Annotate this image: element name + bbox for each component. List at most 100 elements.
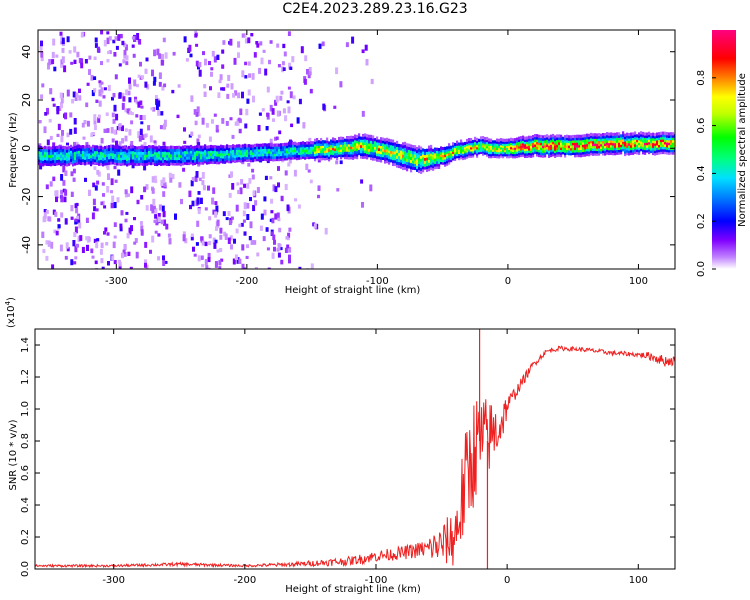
ridge-cell [54,160,57,164]
ridge-cell [584,148,587,152]
ridge-cell [372,138,375,142]
ridge-cell [564,147,567,151]
noise-pixel [94,43,98,48]
noise-pixel [290,123,294,128]
noise-pixel [197,255,201,262]
ridge-cell [512,140,515,144]
ridge-cell [646,139,649,143]
ridge-cell [532,149,535,153]
noise-pixel [296,117,300,124]
ridge-cell [396,152,399,156]
noise-pixel [48,216,52,222]
ridge-cell [606,151,609,155]
ridge-cell [172,151,175,155]
ridge-cell [552,136,555,140]
noise-pixel [208,240,212,246]
noise-pixel [215,129,219,133]
ridge-cell [426,168,429,172]
ridge-cell [234,157,237,161]
ridge-cell [114,156,117,160]
noise-pixel [241,33,245,38]
ridge-cell [520,145,523,149]
ridge-cell [398,149,401,154]
ridge-cell [94,145,97,149]
ridge-cell [172,154,175,158]
ridge-cell [366,136,369,141]
ridge-cell [230,157,233,161]
ridge-cell [548,147,551,151]
ridge-cell [544,151,547,155]
ridge-cell [272,151,275,155]
ridge-cell [612,152,615,156]
ridge-cell [124,156,127,160]
ridge-cell [268,145,271,149]
noise-pixel [96,169,100,175]
ridge-cell [336,147,339,151]
ridge-cell [440,153,443,157]
noise-pixel [124,190,128,198]
ridge-cell [454,153,457,157]
ridge-cell [298,142,301,146]
ridge-cell [294,148,297,153]
noise-pixel [74,219,78,225]
ridge-cell [460,139,463,143]
ridge-cell [136,151,139,156]
ridge-cell [434,152,437,156]
noise-pixel [287,232,291,238]
ridge-cell [196,158,199,162]
noise-pixel [361,49,365,54]
noise-pixel [312,222,316,227]
ridge-cell [224,147,227,152]
ridge-cell [398,152,401,157]
noise-pixel [253,240,257,245]
ridge-cell [364,150,367,154]
ridge-cell [628,152,631,156]
ridge-cell [530,145,533,149]
noise-pixel [361,202,364,208]
ridge-cell [332,147,335,151]
ridge-cell [122,151,125,155]
ridge-cell [408,143,411,147]
ridge-cell [366,153,369,157]
ridge-cell [442,151,445,156]
ridge-cell [452,153,455,157]
ridge-cell [454,142,457,147]
ridge-cell [626,147,629,151]
ridge-cell [418,145,421,149]
ridge-cell [54,154,57,158]
noise-pixel [234,90,238,96]
ridge-cell [300,141,303,145]
ridge-cell [336,154,339,158]
ridge-cell [286,152,289,156]
ridge-cell [508,153,511,157]
ridge-cell [474,141,477,145]
ridge-cell [578,154,581,158]
y-axis-label: SNR (10 * v/v) [8,419,19,490]
ridge-cell [634,131,637,135]
ridge-cell [480,144,483,148]
ridge-cell [140,162,143,166]
ridge-cell [672,132,675,136]
ridge-cell [440,151,443,155]
ridge-cell [166,160,169,164]
noise-pixel [59,92,63,99]
ridge-cell [280,155,283,159]
ridge-cell [288,148,291,152]
noise-pixel [269,40,273,44]
x-tick-label: 100 [629,575,648,586]
ridge-cell [168,160,171,164]
ridge-cell [356,145,359,149]
ridge-cell [436,147,439,151]
ridge-cell [614,152,617,156]
ridge-cell [228,155,231,159]
noise-pixel [228,219,232,225]
ridge-cell [132,161,135,165]
ridge-cell [80,156,83,160]
ridge-cell [354,147,357,151]
ridge-cell [556,151,559,155]
ridge-cell [404,151,407,155]
noise-pixel [219,248,223,253]
ridge-cell [672,134,675,138]
ridge-cell [198,145,201,149]
ridge-cell [174,162,177,166]
